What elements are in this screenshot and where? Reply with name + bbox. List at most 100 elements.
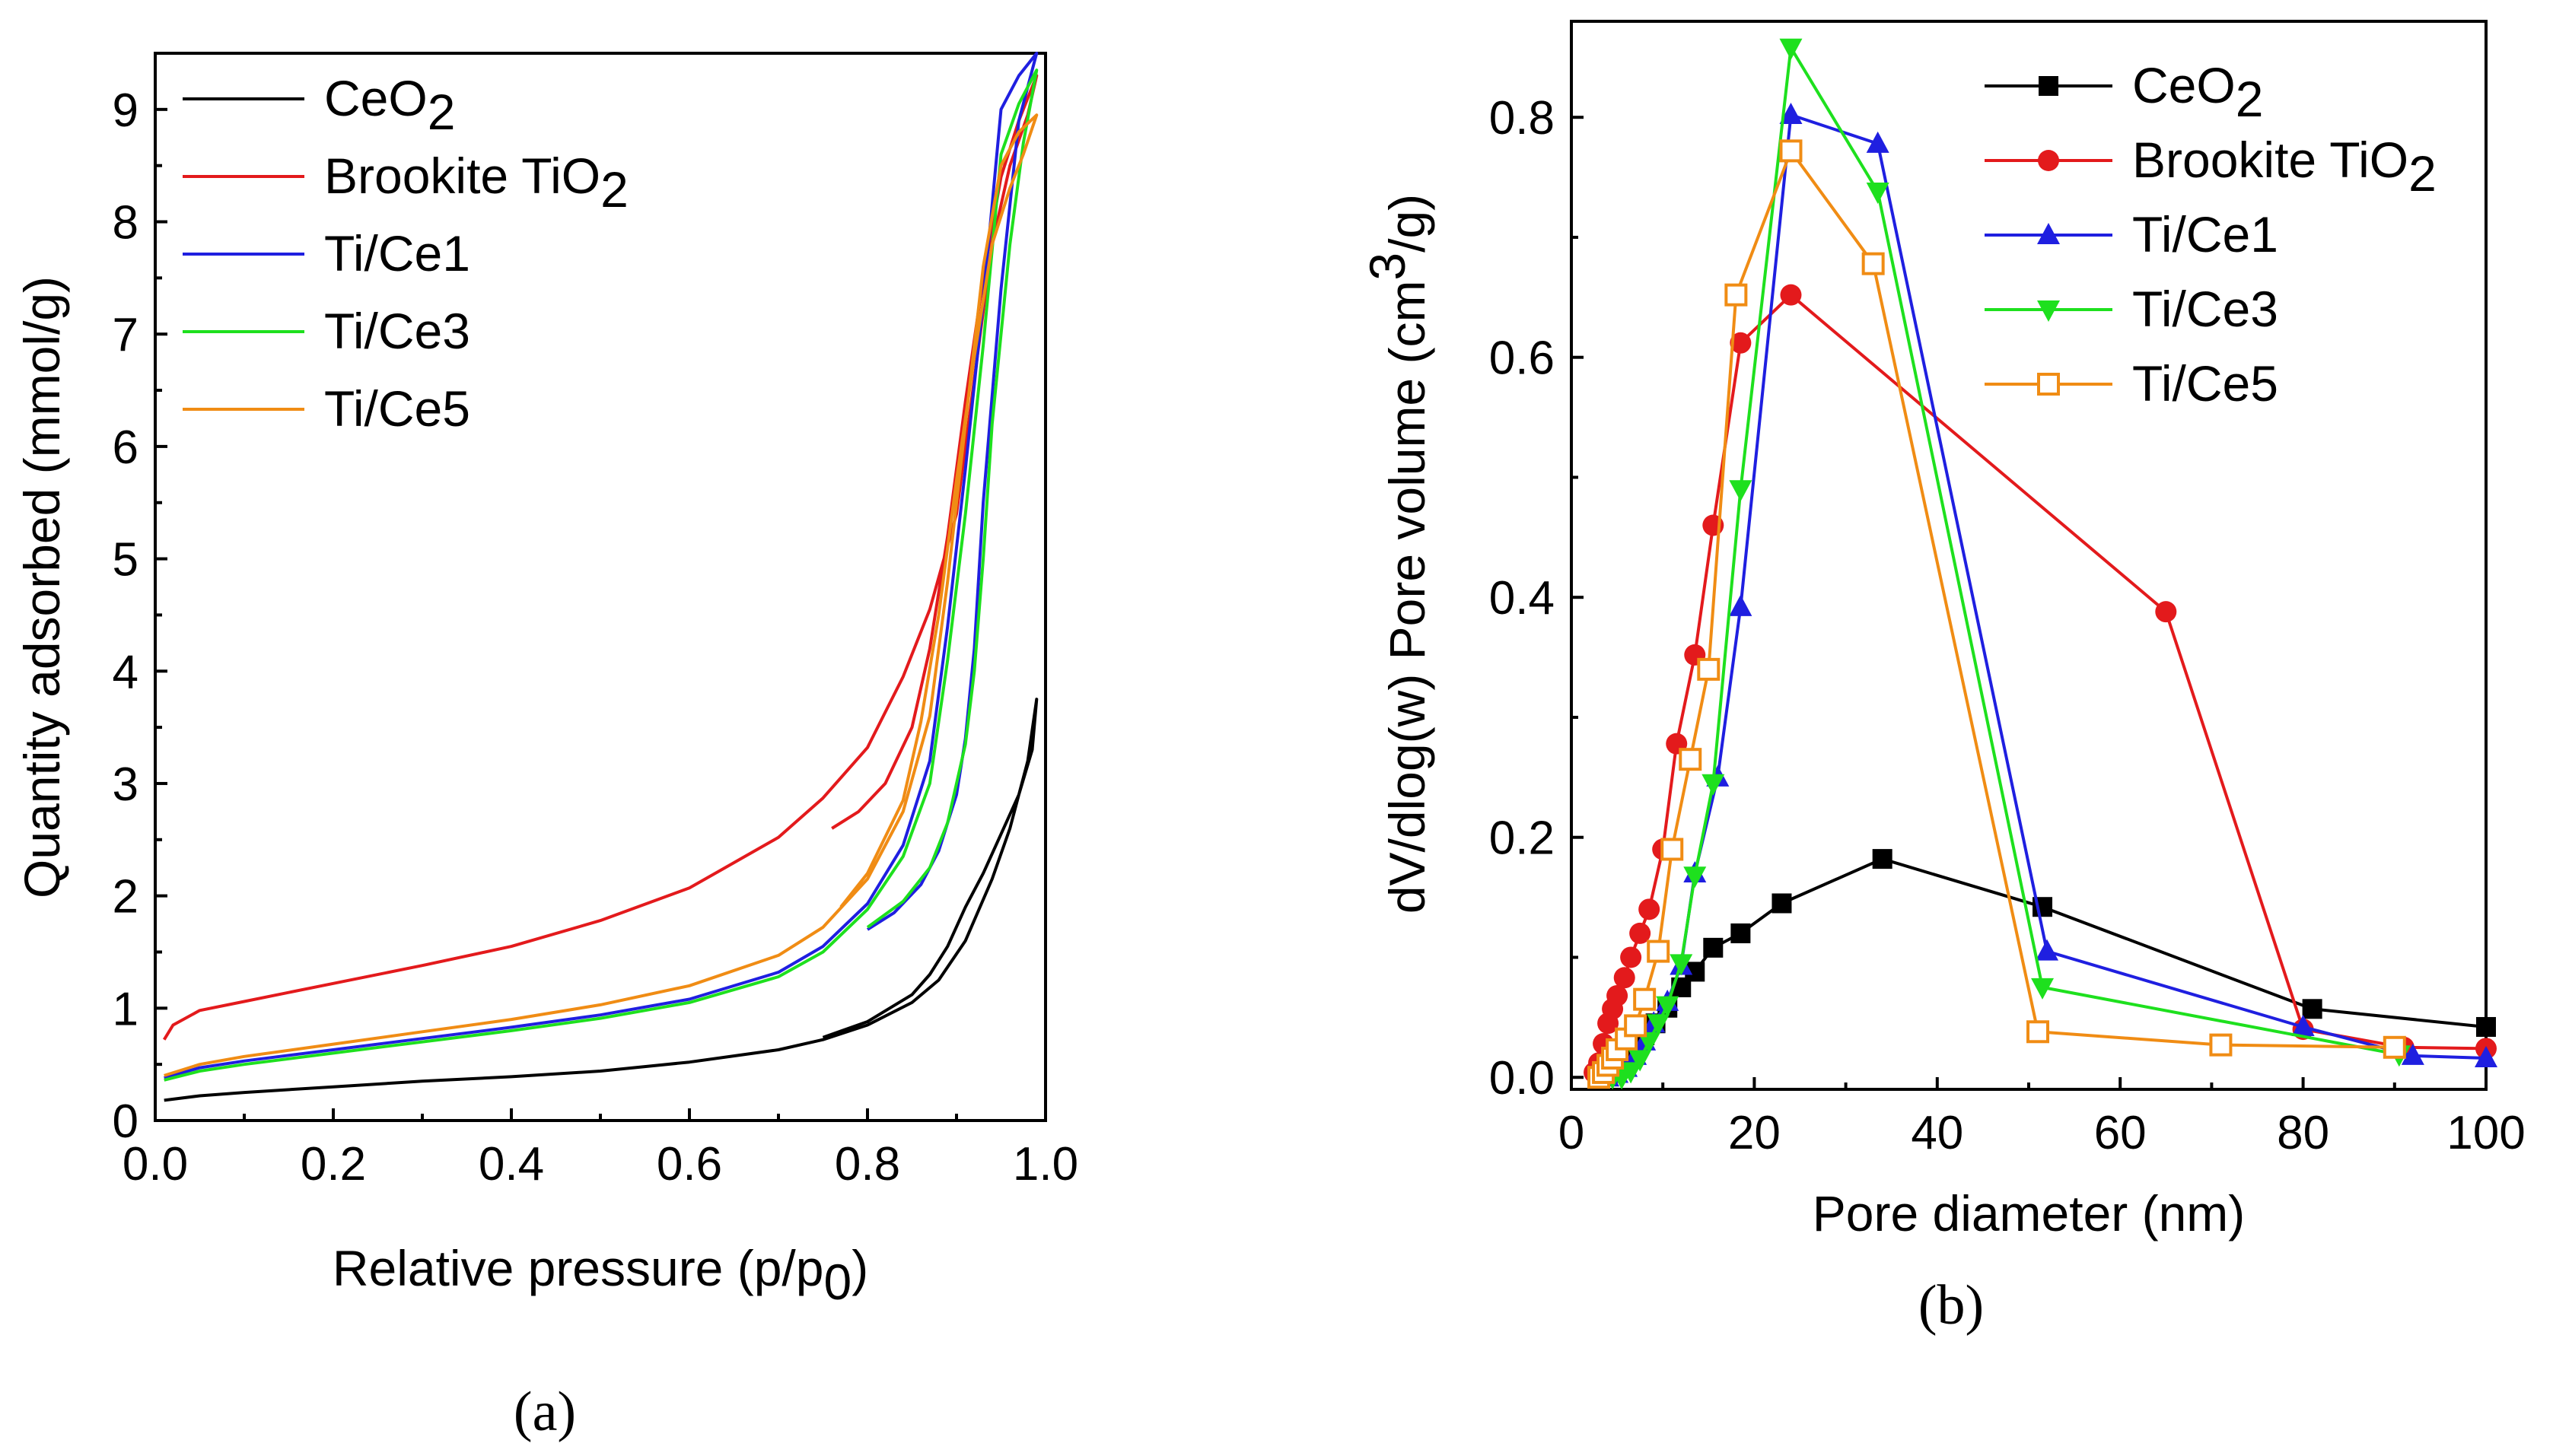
data-point-TiCe3 xyxy=(1647,1014,1670,1036)
caption-letter: b xyxy=(1937,1274,1966,1337)
y-tick-label: 9 xyxy=(113,84,138,137)
series-CeO2 xyxy=(1593,849,2496,1086)
legend-marker-Brookite xyxy=(2038,150,2059,171)
x-tick-label: 1.0 xyxy=(1013,1138,1078,1191)
y-axis-title: Quantity adsorbed (mmol/g) xyxy=(14,276,70,898)
caption-b: (b) xyxy=(1918,1274,1984,1337)
y-tick-label: 0.2 xyxy=(1489,812,1555,865)
data-point-TiCe3 xyxy=(1701,774,1725,796)
series-line-Brookite xyxy=(162,74,1039,1041)
data-point-TiCe5 xyxy=(2209,1033,2233,1057)
legend-text: CeO xyxy=(2132,57,2236,113)
data-point-Brookite xyxy=(1620,946,1642,968)
legend-label-TiCe3: Ti/Ce3 xyxy=(2132,281,2278,337)
data-point-TiCe3 xyxy=(1670,954,1693,976)
series-TiCe5 xyxy=(1587,139,2406,1089)
data-point-CeO2 xyxy=(1772,893,1792,914)
legend-marker-TiCe3 xyxy=(2037,300,2060,322)
data-point-Brookite xyxy=(1730,332,1752,354)
x-tick-label: 0.8 xyxy=(835,1138,900,1191)
legend-text: Ti/Ce3 xyxy=(324,303,470,359)
data-point-CeO2 xyxy=(2476,1016,2496,1037)
y-axis-title: dV/dlog(w) Pore volume (cm3/g) xyxy=(1359,194,1435,914)
caption-close: ) xyxy=(1966,1274,1985,1337)
caption-close: ) xyxy=(557,1381,576,1443)
data-point-TiCe5 xyxy=(1779,139,1803,163)
legend-label-Brookite: Brookite TiO2 xyxy=(2132,132,2437,202)
data-point-TiCe3 xyxy=(1619,1062,1643,1084)
data-point-Brookite xyxy=(1606,984,1628,1006)
legend: CeO2 Brookite TiO2 Ti/Ce1 Ti/Ce3 Ti/Ce5 xyxy=(183,70,629,437)
x-tick-label: 80 xyxy=(2277,1107,2329,1159)
data-point-CeO2 xyxy=(1703,937,1724,958)
series-CeO2 xyxy=(164,698,1039,1102)
y-tick-label: 2 xyxy=(113,871,138,924)
series-line-TiCe3 xyxy=(164,68,1039,1082)
data-point-TiCe1 xyxy=(1779,103,1803,125)
data-point-TiCe5 xyxy=(1679,748,1702,771)
x-axis-title-main: Relative pressure (p/p xyxy=(333,1240,824,1296)
y-tick-label: 4 xyxy=(113,646,138,698)
legend-text: Ti/Ce1 xyxy=(324,225,470,281)
x-axis-title: Relative pressure (p/p0) xyxy=(333,1240,868,1310)
data-point-TiCe5 xyxy=(1647,939,1670,963)
data-point-TiCe1 xyxy=(2036,939,2059,961)
data-point-Brookite xyxy=(1780,284,1802,306)
data-point-TiCe1 xyxy=(2401,1043,2424,1065)
series-TiCe3 xyxy=(164,68,1039,1082)
y-tick-label: 8 xyxy=(113,197,138,250)
data-point-TiCe5 xyxy=(2026,1020,2050,1044)
legend-label-TiCe1: Ti/Ce1 xyxy=(2132,206,2278,262)
x-tick-label: 100 xyxy=(2446,1107,2525,1159)
legend-label-CeO2: CeO2 xyxy=(324,70,455,140)
x-tick-label: 0.4 xyxy=(479,1138,544,1191)
legend-marker-CeO2 xyxy=(2039,76,2058,96)
chart-panel-b: 0 20 40 60 80 1000.00.20.40.60.8CeO2Brookite … xyxy=(1359,20,2526,1337)
legend-subscript: 2 xyxy=(2408,145,2437,202)
y-tick-label: 0.8 xyxy=(1489,92,1555,145)
legend-text: Ti/Ce5 xyxy=(324,380,470,437)
data-point-TiCe3 xyxy=(2031,978,2055,1000)
legend-label-Brookite: Brookite TiO2 xyxy=(324,148,629,218)
data-point-TiCe3 xyxy=(1628,1050,1652,1072)
legend-marker-TiCe1 xyxy=(2037,223,2060,244)
data-point-TiCe3 xyxy=(1656,996,1679,1018)
legend-text: Ti/Ce1 xyxy=(2132,206,2278,262)
legend-subscript: 2 xyxy=(600,161,629,218)
series-TiCe3 xyxy=(1601,38,2411,1090)
data-point-CeO2 xyxy=(2302,999,2322,1019)
data-point-TiCe5 xyxy=(2383,1035,2406,1059)
data-point-Brookite xyxy=(2155,601,2177,623)
x-tick-label: 0.0 xyxy=(123,1138,188,1191)
y-axis-title-close: /g) xyxy=(1379,194,1435,253)
legend-label-TiCe5: Ti/Ce5 xyxy=(324,380,470,437)
x-tick-label: 40 xyxy=(1911,1107,1963,1159)
series-TiCe5 xyxy=(164,113,1039,1077)
legend-subscript: 2 xyxy=(2236,71,2264,127)
legend-text: Brookite TiO xyxy=(2132,132,2408,188)
data-point-Brookite xyxy=(1613,967,1635,989)
y-tick-label: 0.0 xyxy=(1489,1052,1555,1105)
data-point-TiCe1 xyxy=(1866,131,1889,153)
legend-subscript: 2 xyxy=(428,84,456,140)
data-point-Brookite xyxy=(1629,922,1651,944)
series-line-CeO2 xyxy=(164,698,1039,1102)
data-point-TiCe3 xyxy=(1866,183,1889,205)
series-line-TiCe3 xyxy=(1612,46,2400,1079)
data-point-TiCe5 xyxy=(1724,283,1748,307)
data-point-CeO2 xyxy=(1872,849,1892,869)
series-Brookite xyxy=(1584,284,2497,1083)
y-tick-label: 0.6 xyxy=(1489,332,1555,385)
caption-open: ( xyxy=(1918,1274,1937,1337)
x-axis-title-close: ) xyxy=(852,1240,868,1296)
caption-a: (a) xyxy=(514,1381,576,1443)
data-point-TiCe3 xyxy=(1729,480,1752,502)
caption-letter: a xyxy=(533,1381,558,1443)
x-tick-label: 0 xyxy=(1558,1107,1584,1159)
data-point-TiCe3 xyxy=(1638,1032,1661,1054)
x-tick-label: 0.2 xyxy=(301,1138,366,1191)
y-axis-title-main: dV/dlog(w) Pore volume (cm xyxy=(1379,281,1435,914)
y-tick-label: 7 xyxy=(113,309,138,361)
